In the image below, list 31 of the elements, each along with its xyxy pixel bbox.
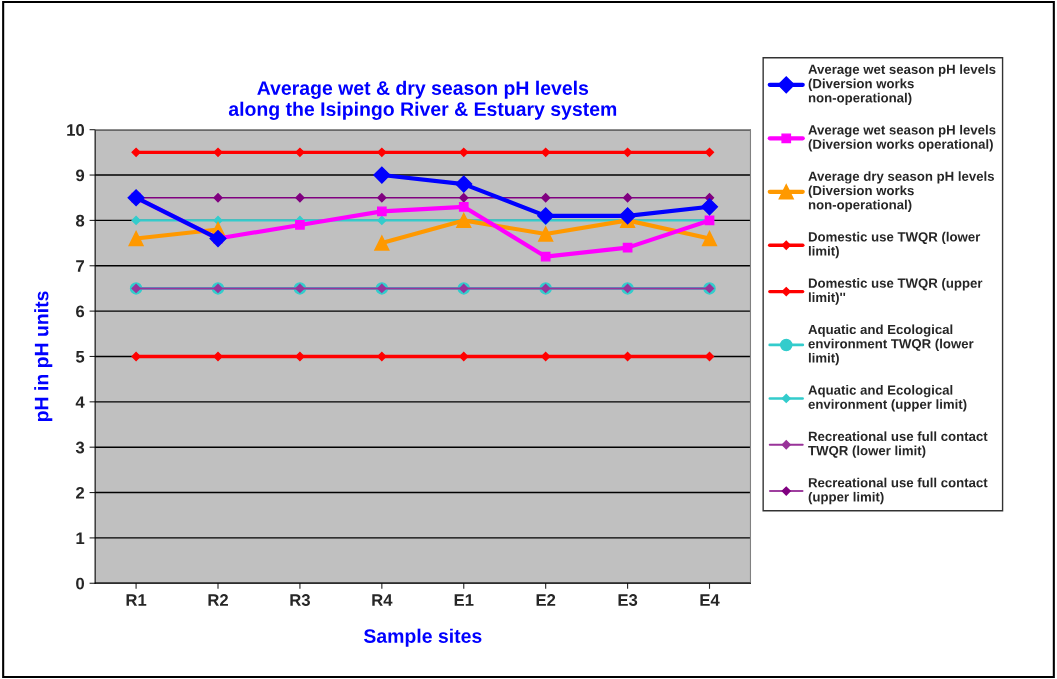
legend-label: Aquatic and Ecological environment TWQR (lower limit)	[808, 324, 974, 366]
legend-label: Aquatic and Ecological environment (upper limit)	[808, 385, 967, 412]
x-tick-label: E1	[454, 594, 474, 606]
x-tick-label: R3	[290, 594, 310, 606]
y-tick-label: 7	[76, 260, 84, 272]
y-tick-label: 1	[76, 532, 85, 544]
legend-label: Recreational use full contact TWQR (lower limit)	[808, 431, 988, 458]
y-tick-label: 5	[75, 351, 85, 363]
legend-label: Average wet season pH levels (Diversion works non-operational)	[808, 64, 996, 106]
x-tick-label: E2	[536, 594, 556, 606]
legend-label: Domestic use TWQR (lower limit)	[808, 231, 981, 259]
y-tick-label: 4	[75, 396, 85, 408]
chart-title: Average wet & dry season pH levels along the Isipingo River & Estuary system	[228, 80, 617, 120]
x-axis-title: Sample sites	[363, 628, 482, 647]
y-tick-label: 10	[67, 124, 85, 136]
x-tick-label: E3	[618, 594, 638, 606]
y-tick-label: 8	[75, 214, 85, 227]
y-tick-label: 3	[75, 441, 85, 454]
x-tick-label: E4	[700, 594, 720, 606]
x-tick-label: R2	[208, 594, 228, 606]
legend-label: Domestic use TWQR (upper limit)''	[808, 278, 983, 305]
legend-label: Recreational use full contact (upper limit)	[808, 477, 988, 505]
y-tick-label: 9	[76, 169, 85, 182]
x-tick-label: R1	[126, 594, 147, 606]
legend-label: Average wet season pH levels (Diversion works operational)	[808, 124, 996, 152]
y-tick-label: 6	[76, 305, 85, 318]
y-tick-label: 2	[76, 486, 85, 499]
y-axis-title: pH in pH units	[34, 291, 53, 422]
y-tick-label: 0	[76, 577, 85, 590]
legend-label: Average dry season pH levels (Diversion works non-operational)	[808, 171, 994, 213]
x-tick-label: R4	[372, 594, 393, 606]
